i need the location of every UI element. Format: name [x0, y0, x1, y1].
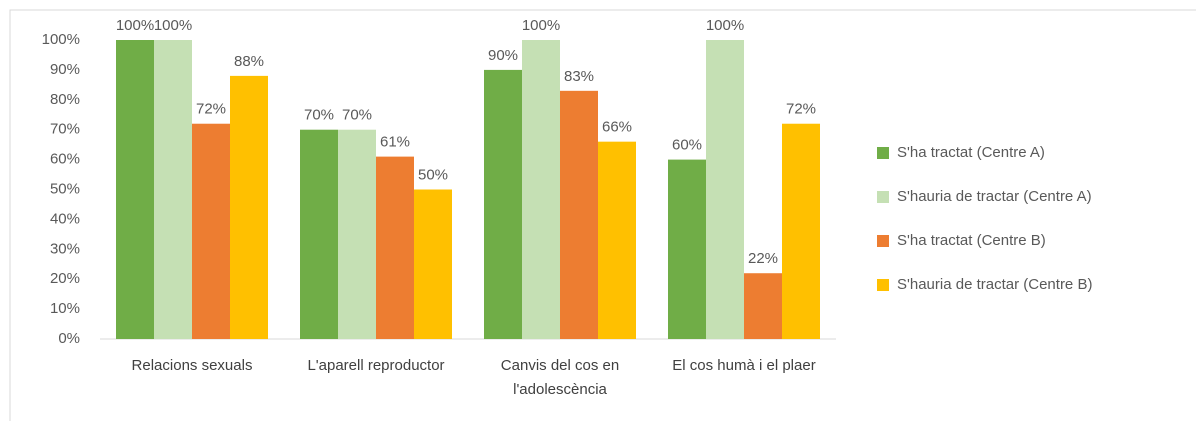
x-tick-label: L'aparell reproductor	[307, 357, 445, 374]
data-label: 70%	[304, 107, 334, 124]
y-tick-label: 50%	[50, 180, 80, 197]
bar	[230, 75, 268, 339]
data-label: 88%	[234, 53, 264, 70]
legend-label: S'ha tractat (Centre A)	[897, 144, 1045, 161]
bar	[706, 40, 744, 339]
bar	[414, 189, 452, 339]
y-tick-label: 60%	[50, 151, 80, 168]
data-label: 90%	[488, 47, 518, 64]
legend-label: S'ha tractat (Centre B)	[897, 232, 1046, 249]
chart-border	[9, 9, 1196, 421]
bar	[782, 123, 820, 339]
y-tick-label: 70%	[50, 121, 80, 138]
y-tick-label: 100%	[42, 31, 80, 48]
legend-swatch	[877, 191, 889, 203]
bar	[154, 40, 192, 339]
y-tick-label: 90%	[50, 61, 80, 78]
data-label: 100%	[706, 17, 744, 34]
data-label: 50%	[418, 166, 448, 183]
bar	[116, 40, 154, 339]
bar	[484, 69, 522, 340]
bar	[338, 129, 376, 339]
y-tick-label: 30%	[50, 240, 80, 257]
legend-swatch	[877, 147, 889, 159]
bar	[668, 159, 706, 339]
x-tick-label: Relacions sexuals	[131, 357, 253, 374]
data-label: 83%	[564, 68, 594, 85]
data-label: 22%	[748, 250, 778, 267]
legend-swatch	[877, 235, 889, 247]
y-tick-label: 40%	[50, 210, 80, 227]
y-tick-label: 20%	[50, 270, 80, 287]
bar	[192, 123, 230, 339]
y-tick-label: 10%	[50, 300, 80, 317]
data-label: 72%	[196, 101, 226, 118]
legend-label: S'hauria de tractar (Centre B)	[897, 276, 1092, 293]
data-label: 60%	[672, 137, 702, 154]
bar	[376, 156, 414, 339]
bar	[522, 40, 560, 339]
legend-label: S'hauria de tractar (Centre A)	[897, 188, 1092, 205]
y-tick-label: 0%	[58, 330, 80, 347]
data-label: 100%	[154, 17, 192, 34]
bar	[598, 141, 636, 339]
bar	[744, 273, 782, 339]
bar	[560, 90, 598, 339]
y-tick-label: 80%	[50, 91, 80, 108]
x-tick-label: Canvis del cos en l'adolescència	[500, 357, 620, 398]
data-label: 100%	[116, 17, 154, 34]
legend-swatch	[877, 279, 889, 291]
data-label: 61%	[380, 134, 410, 151]
bar	[300, 129, 338, 339]
data-label: 72%	[786, 101, 816, 118]
data-label: 66%	[602, 119, 632, 136]
x-tick-label: El cos humà i el plaer	[672, 357, 816, 374]
data-label: 70%	[342, 107, 372, 124]
data-label: 100%	[522, 17, 560, 34]
